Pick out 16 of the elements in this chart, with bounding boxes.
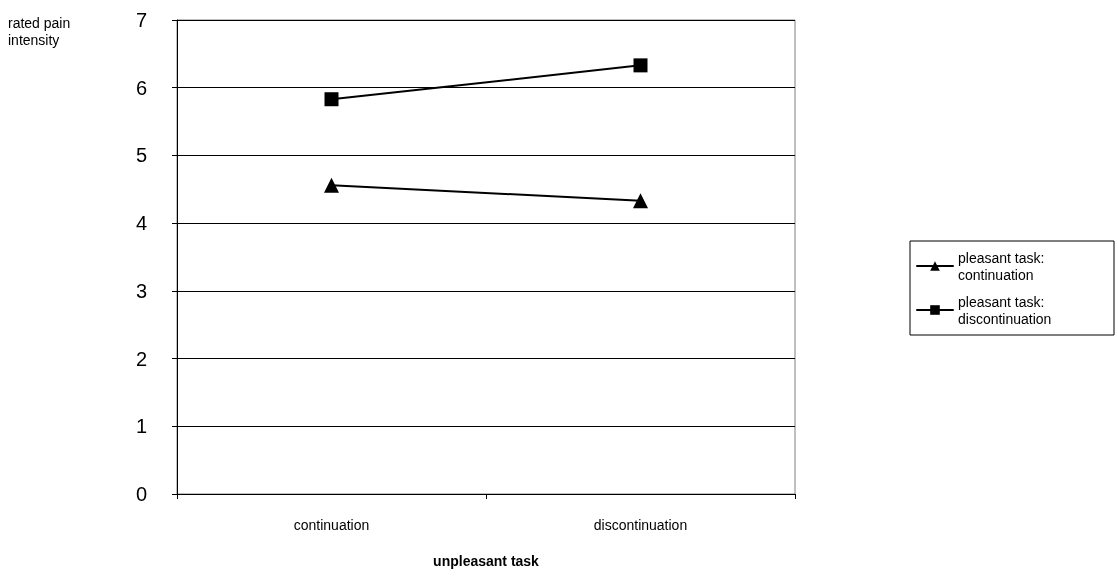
y-tick-label: 5 — [135, 144, 147, 167]
x-tick-label: discontinuation — [593, 517, 688, 533]
y-tick-label: 1 — [135, 415, 147, 438]
y-tick-label: 7 — [135, 9, 147, 31]
x-axis-title: unpleasant task — [433, 553, 540, 569]
y-axis-title: rated pain intensity — [8, 14, 75, 48]
legend-label: pleasant task: continuation — [958, 249, 1049, 283]
legend-label: pleasant task: discontinuation — [958, 293, 1052, 327]
point — [633, 58, 648, 73]
y-tick-label: 2 — [135, 347, 147, 370]
x-tick-label: continuation — [293, 517, 370, 533]
y-tick-label: 4 — [135, 212, 147, 235]
point — [324, 92, 339, 107]
y-tick-label: 6 — [135, 76, 147, 99]
y-tick-label: 3 — [135, 279, 147, 302]
y-tick-label: 0 — [135, 483, 147, 505]
